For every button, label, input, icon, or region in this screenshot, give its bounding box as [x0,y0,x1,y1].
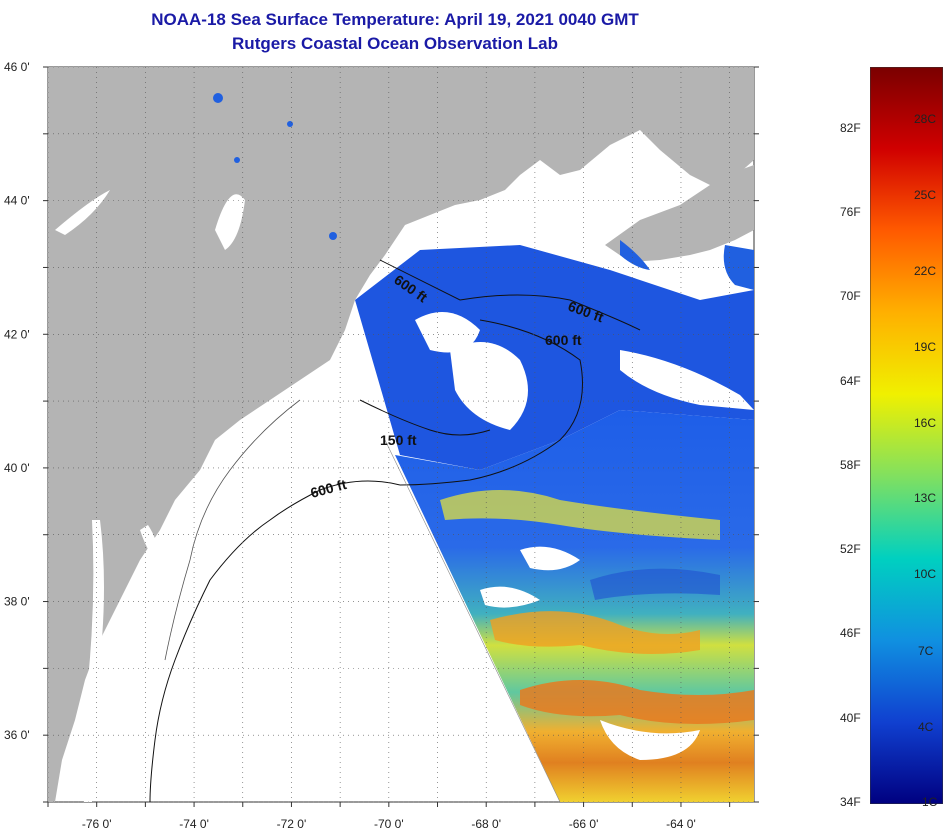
lon-tick-label: -76 0' [82,817,112,831]
map-subtitle: Rutgers Coastal Ocean Observation Lab [232,34,558,53]
colorbar-label-f: 58F [840,458,861,472]
colorbar-label-f: 46F [840,626,861,640]
inland-lake-2 [287,121,293,127]
contour-label: 600 ft [545,332,582,348]
colorbar-label-c: 28C [914,112,937,126]
latitude-labels: 46 0' 44 0' 42 0' 40 0' 38 0' 36 0' [4,60,30,742]
chesapeake-bay [82,520,104,802]
cloud-cover-3 [620,350,754,410]
inland-lake-4 [234,157,240,163]
lon-tick-label: -64 0' [666,817,696,831]
lon-tick-label: -66 0' [569,817,599,831]
longitude-labels: -76 0' -74 0' -72 0' -70 0' -68 0' -66 0' -64 … [82,817,696,831]
lon-tick-label: -68 0' [471,817,501,831]
contour-600-shelf [149,480,401,802]
lat-tick-label: 38 0' [4,595,30,609]
inland-cloud [215,194,245,250]
lat-tick-label: 46 0' [4,60,30,74]
colorbar-label-c: 10C [914,567,937,581]
colorbar-label-c: 16C [914,416,937,430]
colorbar-label-c: 19C [914,340,937,354]
warm-patch-2 [490,611,700,654]
cloud-cover-2 [450,342,528,430]
cloud-cover [415,312,480,353]
colorbar-gradient [870,67,943,804]
map-title: NOAA-18 Sea Surface Temperature: April 1… [151,10,639,29]
colorbar-label-f: 34F [840,795,861,809]
bay-of-fundy [620,240,650,270]
colorbar-label-c: 22C [914,264,937,278]
lat-tick-label: 44 0' [4,194,30,208]
land-nova-scotia [605,165,754,262]
lat-tick-label: 40 0' [4,461,30,475]
contour-coast [164,399,301,661]
lon-tick-label: -72 0' [277,817,307,831]
lat-tick-label: 42 0' [4,327,30,341]
contour-label: 150 ft [380,432,417,448]
contour-600-georges [399,319,583,486]
colorbar-label-f: 76F [840,205,861,219]
colorbar-label-c: 1C [922,795,938,809]
land-us-northeast [48,67,754,802]
cloud-cover-5 [600,720,700,760]
inland-lake-3 [329,232,337,240]
cold-streak [590,568,720,600]
warm-patch [520,680,754,724]
gulf-stream-patch [440,490,720,540]
colorbar-label-c: 4C [918,720,934,734]
contour-600-ne [379,259,641,331]
coastline-cape-cod [330,348,364,380]
colorbar-label-c: 25C [914,188,937,202]
cloud-cover-6 [480,586,540,608]
inland-cloud-2 [55,190,110,235]
swath-edge [384,439,561,802]
graticule [43,66,759,807]
swath-cold [355,245,754,470]
lon-tick-label: -70 0' [374,817,404,831]
lon-tick-label: -74 0' [179,817,209,831]
colorbar-label-c: 13C [914,491,937,505]
delaware-bay [140,525,160,560]
contour-150 [359,399,491,436]
lat-tick-label: 36 0' [4,728,30,742]
colorbar-label-f: 82F [840,121,861,135]
colorbar [870,67,943,804]
colorbar-label-f: 40F [840,711,861,725]
colorbar-label-f: 64F [840,374,861,388]
inland-lake [213,93,223,103]
colorbar-label-f: 70F [840,289,861,303]
colorbar-label-c: 7C [918,644,934,658]
colorbar-label-f: 52F [840,542,861,556]
